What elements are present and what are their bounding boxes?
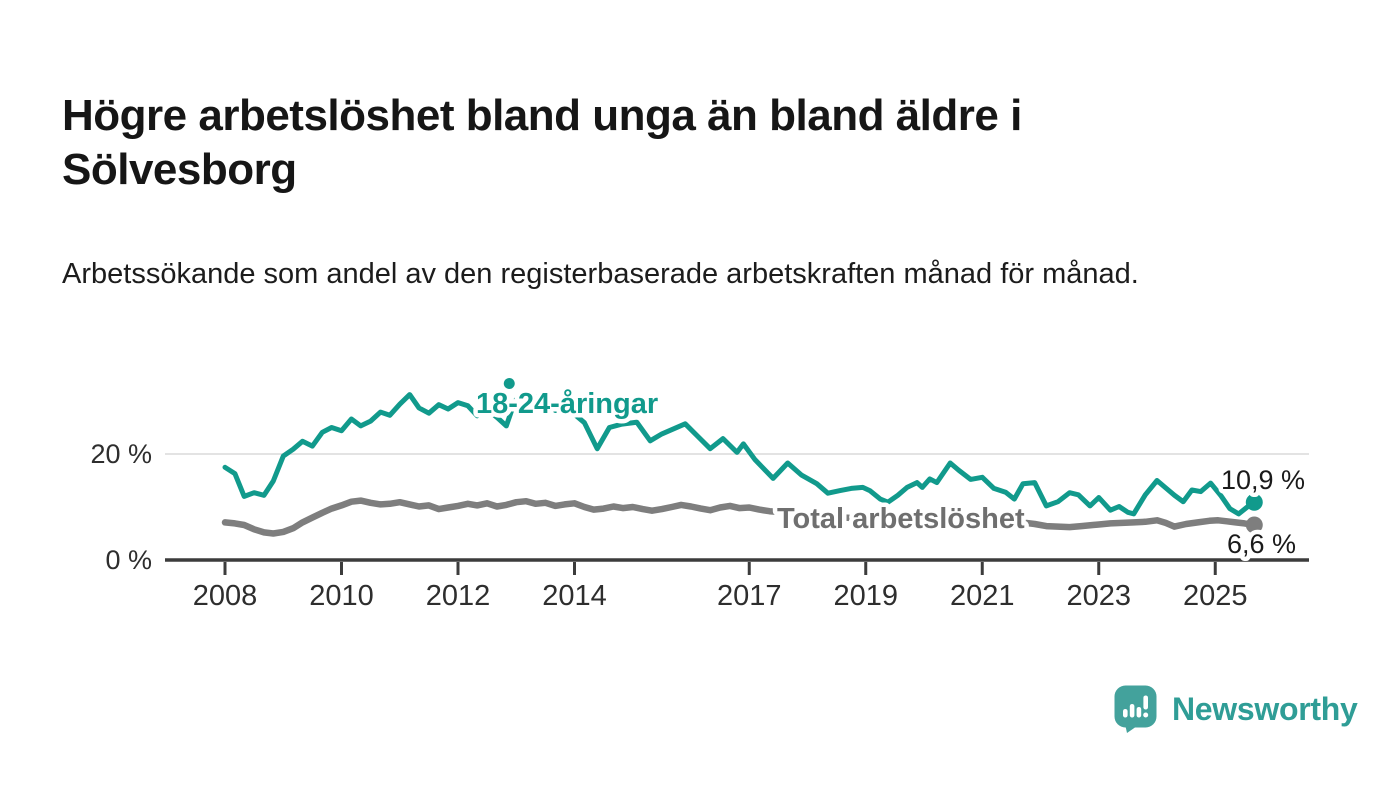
x-axis-tick-label: 2010 <box>309 580 374 612</box>
series-value-label: 6,6 % <box>1227 529 1296 559</box>
x-axis-tick-label: 2008 <box>193 580 258 612</box>
x-axis-tick-label: 2023 <box>1066 580 1131 612</box>
x-axis-tick-label: 2025 <box>1183 580 1248 612</box>
x-axis-tick-label: 2017 <box>717 580 782 612</box>
series-label: 18-24-åringar <box>476 388 658 420</box>
x-axis-tick-label: 2021 <box>950 580 1015 612</box>
series-value-labels: 10,9 % 6,6 % <box>1217 461 1310 564</box>
y-axis-tick-label: 20 % <box>90 439 152 469</box>
x-axis-tick-label: 2019 <box>833 580 898 612</box>
series-lines <box>221 392 1258 537</box>
series-value-label: 10,9 % <box>1221 465 1305 495</box>
x-axis-tick-label: 2014 <box>542 580 607 612</box>
x-axis: 2008 2010 2012 2014 2017 2019 2021 2023 2025 <box>165 558 1309 612</box>
brand-name: Newsworthy <box>1172 690 1358 727</box>
series-end-dots <box>503 378 1263 534</box>
chart-subtitle: Arbetssökande som andel av den registerb… <box>62 258 1139 290</box>
newsworthy-speech-bubble-bar-chart-icon <box>1114 685 1157 733</box>
series-line-youth <box>222 392 1257 517</box>
y-axis-labels: 0 % 20 % <box>90 439 152 575</box>
series-line-total <box>221 497 1258 537</box>
series-label: Total arbetslöshet <box>777 503 1025 535</box>
series-end-dot <box>1245 493 1263 511</box>
y-axis-tick-label: 0 % <box>105 545 152 575</box>
outlier-dot <box>503 378 515 390</box>
chart-title: Högre arbetslöshet bland unga än bland ä… <box>62 91 1022 195</box>
newsworthy-logo: Newsworthy <box>1113 684 1358 734</box>
series-labels: 18-24-åringar Total arbetslöshet <box>472 384 1030 540</box>
x-axis-tick-label: 2012 <box>426 580 491 612</box>
series-end-dot <box>1245 516 1263 534</box>
